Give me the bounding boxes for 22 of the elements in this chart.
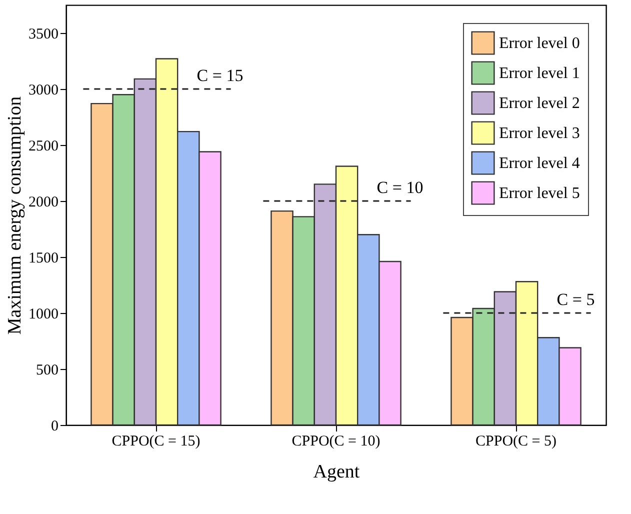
x-tick-label: CPPO(C = 15) <box>112 434 200 450</box>
y-tick-label: 1500 <box>28 250 58 266</box>
y-tick-label: 0 <box>51 418 58 434</box>
legend-label: Error level 0 <box>499 35 580 52</box>
y-tick-label: 2000 <box>28 194 58 210</box>
legend-label: Error level 2 <box>499 95 580 112</box>
y-tick-label: 1000 <box>28 306 58 322</box>
x-axis-title: Agent <box>313 462 360 482</box>
y-tick-label: 3000 <box>28 82 58 98</box>
legend-label: Error level 3 <box>499 125 580 142</box>
annotation: C = 10 <box>376 178 424 197</box>
legend-label: Error level 1 <box>499 65 580 82</box>
annotation: C = 15 <box>196 66 244 85</box>
annotation: C = 5 <box>556 290 595 309</box>
y-tick-label: 2500 <box>28 138 58 154</box>
legend-label: Error level 4 <box>499 155 580 172</box>
y-tick-label: 500 <box>36 362 58 378</box>
y-axis-title: Maximum energy consumption <box>4 96 26 335</box>
x-tick-label: CPPO(C = 10) <box>292 434 380 450</box>
legend-label: Error level 5 <box>499 185 580 202</box>
y-tick-label: 3500 <box>28 26 58 42</box>
x-tick-label: CPPO(C = 5) <box>476 434 556 450</box>
